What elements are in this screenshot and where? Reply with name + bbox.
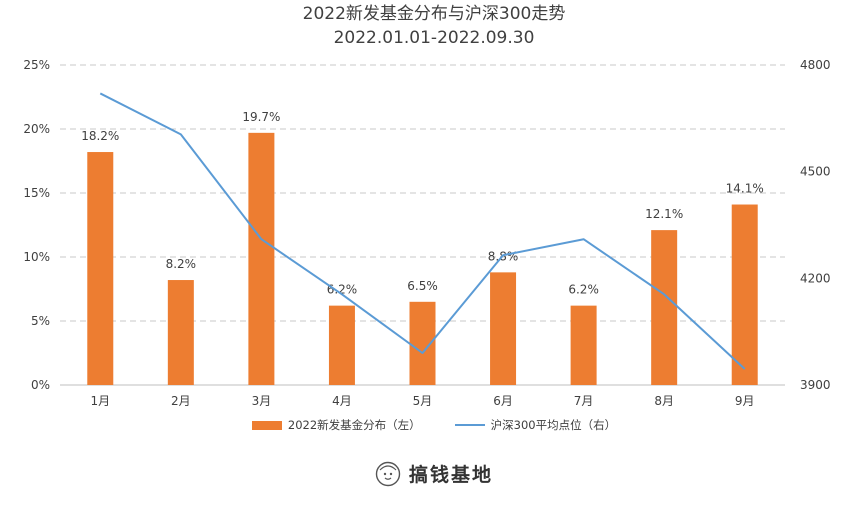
chart-legend: 2022新发基金分布（左） 沪深300平均点位（右） bbox=[0, 417, 868, 433]
y-left-tick-label: 20% bbox=[23, 122, 50, 136]
legend-swatch-line bbox=[454, 424, 485, 426]
x-tick-label: 7月 bbox=[574, 394, 594, 408]
y-right-tick-label: 3900 bbox=[800, 378, 831, 392]
legend-label-line: 沪深300平均点位（右） bbox=[490, 418, 617, 432]
bar-data-label: 19.7% bbox=[242, 110, 280, 124]
bar bbox=[731, 204, 758, 385]
chart-title: 2022新发基金分布与沪深300走势 2022.01.01-2022.09.30 bbox=[0, 2, 868, 50]
x-tick-label: 8月 bbox=[654, 394, 674, 408]
chart-title-line-1: 2022新发基金分布与沪深300走势 bbox=[302, 4, 566, 24]
bar-data-label: 8.2% bbox=[166, 257, 197, 271]
brand-logo: 搞钱基地 bbox=[0, 460, 868, 487]
bar bbox=[328, 305, 355, 385]
bar-data-label: 6.2% bbox=[568, 283, 599, 297]
bar-data-label: 14.1% bbox=[726, 182, 764, 196]
bar-data-label: 18.2% bbox=[81, 129, 119, 143]
bar bbox=[87, 152, 114, 385]
x-tick-label: 2月 bbox=[171, 394, 191, 408]
y-left-tick-label: 10% bbox=[23, 250, 50, 264]
bar-data-label: 6.5% bbox=[407, 279, 438, 293]
bar-data-label: 6.2% bbox=[327, 283, 358, 297]
bar bbox=[167, 280, 194, 385]
x-tick-label: 6月 bbox=[493, 394, 513, 408]
smiley-face-icon bbox=[375, 461, 401, 486]
x-tick-label: 4月 bbox=[332, 394, 352, 408]
y-left-tick-label: 0% bbox=[31, 378, 50, 392]
x-tick-label: 5月 bbox=[413, 394, 433, 408]
y-left-tick-label: 25% bbox=[23, 58, 50, 72]
legend-item-line: 沪深300平均点位（右） bbox=[454, 417, 617, 433]
y-right-tick-label: 4200 bbox=[800, 271, 831, 285]
y-right-tick-label: 4500 bbox=[800, 165, 831, 179]
brand-logo-text: 搞钱基地 bbox=[408, 464, 493, 486]
bar bbox=[490, 272, 517, 385]
legend-swatch-bar bbox=[251, 420, 282, 430]
bar bbox=[651, 230, 678, 385]
bar-data-label: 12.1% bbox=[645, 207, 683, 221]
x-tick-label: 1月 bbox=[90, 394, 110, 408]
y-left-tick-label: 15% bbox=[23, 186, 50, 200]
legend-label-bar: 2022新发基金分布（左） bbox=[287, 418, 421, 432]
legend-item-bar: 2022新发基金分布（左） bbox=[251, 417, 421, 433]
bar bbox=[248, 132, 275, 385]
y-right-tick-label: 4800 bbox=[800, 58, 831, 72]
bar bbox=[570, 305, 597, 385]
x-tick-label: 3月 bbox=[252, 394, 272, 408]
x-tick-label: 9月 bbox=[735, 394, 755, 408]
chart-title-line-2: 2022.01.01-2022.09.30 bbox=[333, 28, 535, 48]
y-left-tick-label: 5% bbox=[31, 314, 50, 328]
